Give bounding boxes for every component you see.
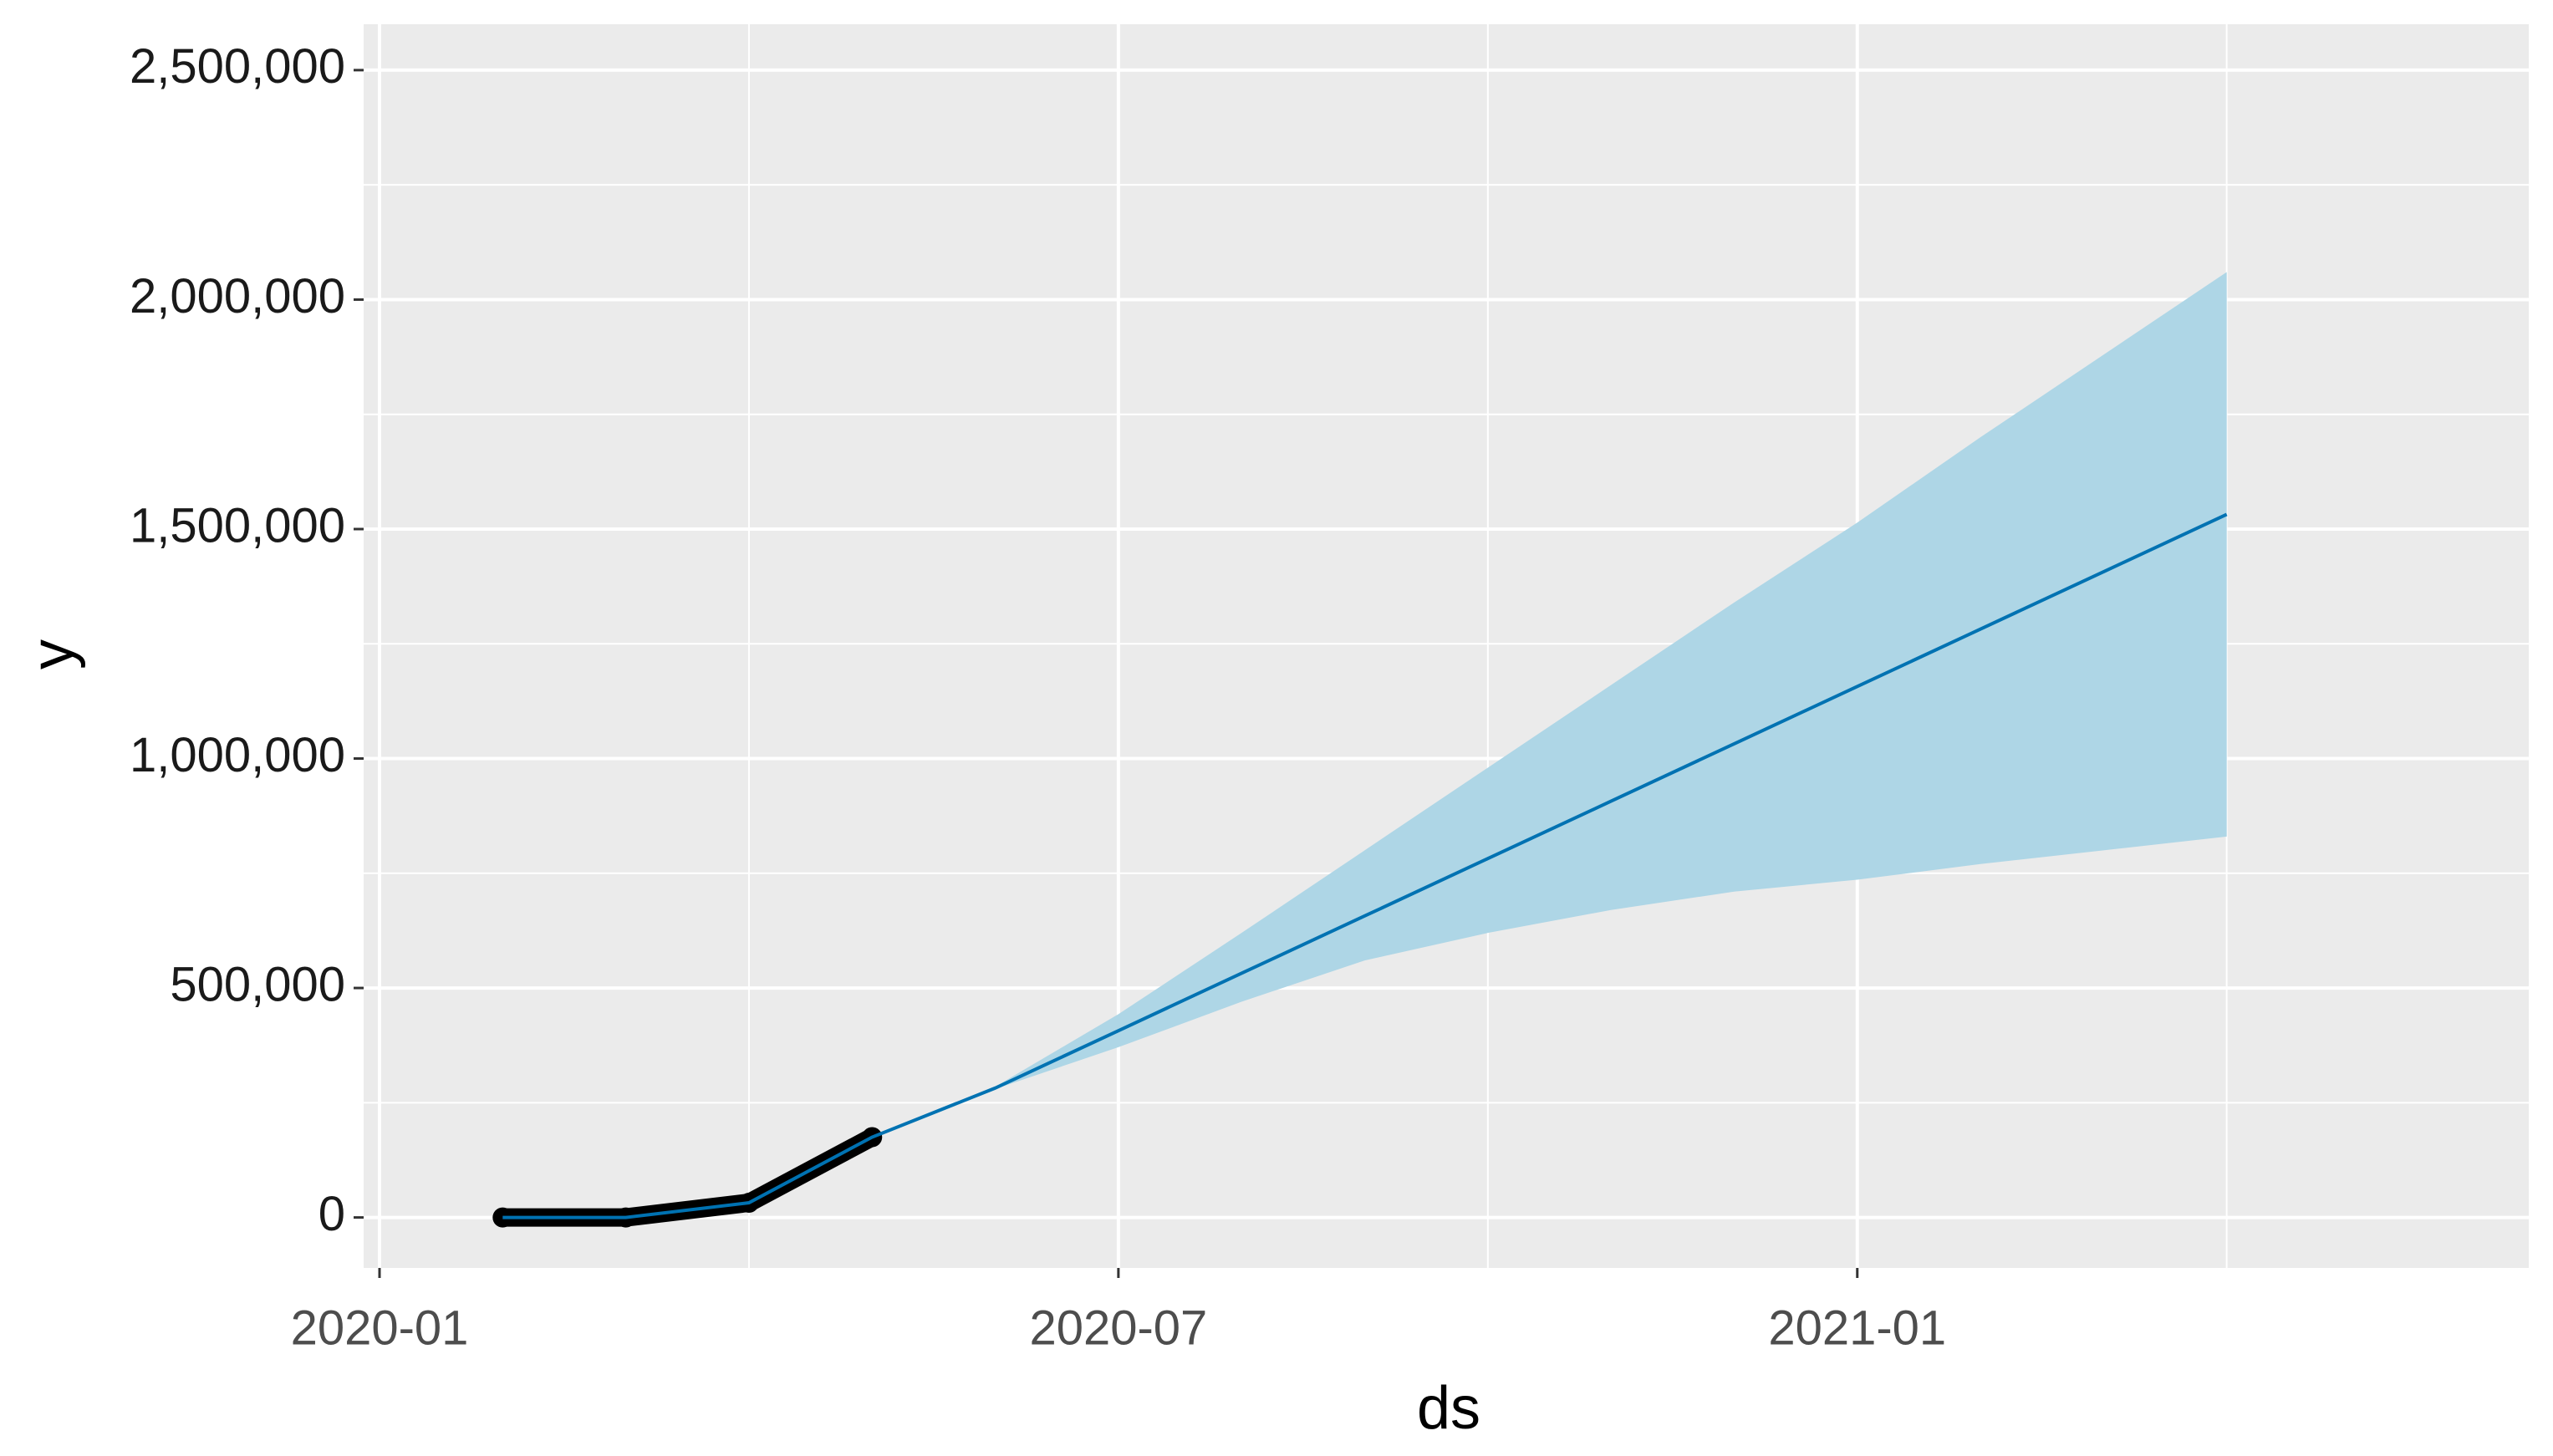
y-tick-label: 1,000,000 xyxy=(130,728,345,782)
grid xyxy=(364,24,2529,1268)
x-tick-label: 2020-07 xyxy=(1029,1301,1207,1355)
forecast-line xyxy=(502,512,2228,1219)
y-tick-label: 1,500,000 xyxy=(130,498,345,552)
y-tick-label: 0 xyxy=(318,1187,345,1241)
y-tick-label: 500,000 xyxy=(170,957,345,1011)
marks xyxy=(492,272,2228,1228)
axes: 0 500,000 1,000,000 1,500,000 2,000,000 2,500… xyxy=(130,39,1946,1355)
x-axis-title: ds xyxy=(1417,1375,1480,1442)
y-tick-label: 2,500,000 xyxy=(130,39,345,94)
y-tick-label: 2,000,000 xyxy=(130,269,345,323)
y-axis-title: y xyxy=(19,639,86,669)
uncertainty-band xyxy=(995,272,2227,1089)
x-tick-label: 2021-01 xyxy=(1768,1301,1946,1355)
x-tick-label: 2020-01 xyxy=(291,1301,469,1355)
